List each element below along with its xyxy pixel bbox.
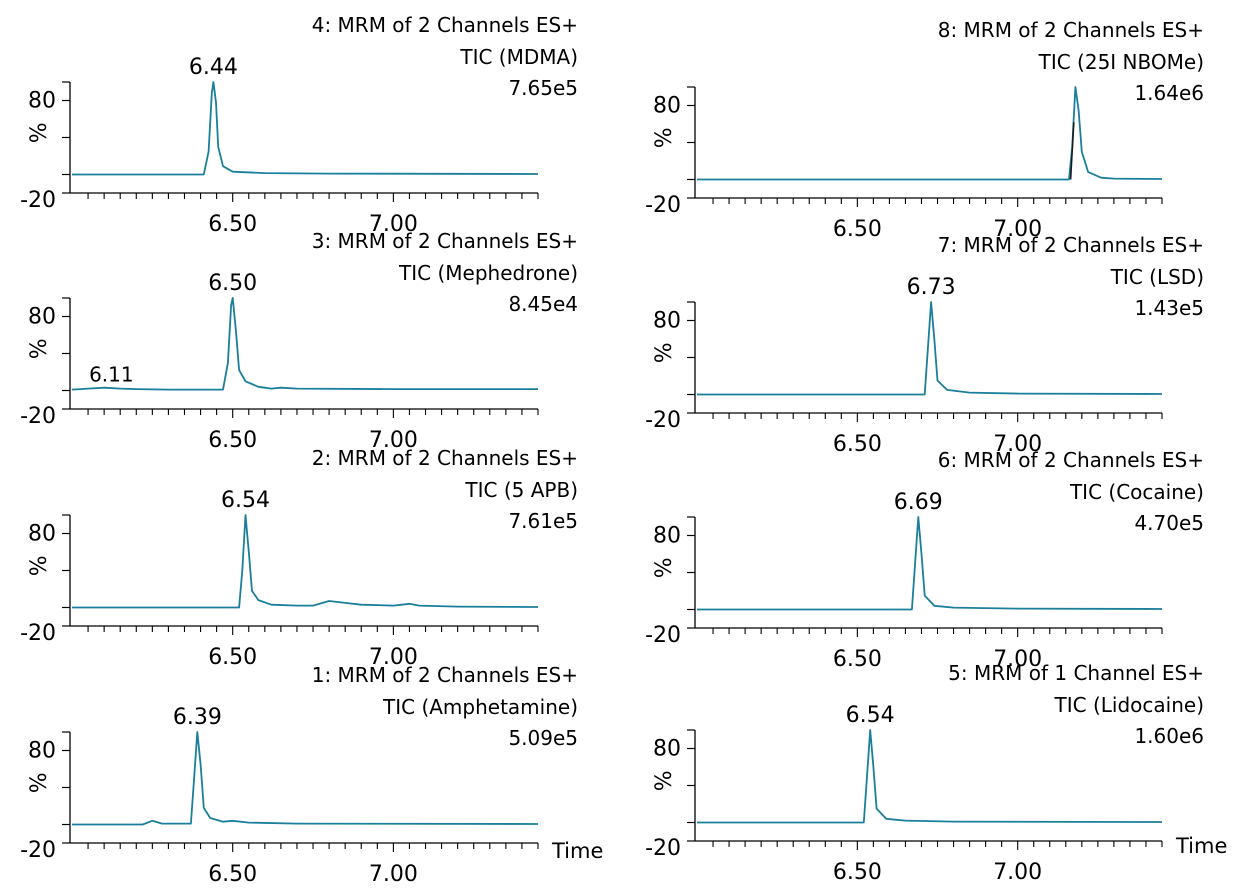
y-tick-label: -20 [20,621,56,646]
x-axis-label-right: Time [1175,834,1227,858]
y-tick-label: -20 [645,408,681,433]
x-tick-label: 6.50 [208,212,257,237]
y-tick-label: -20 [645,836,681,861]
chromatogram-panel: 7: MRM of 2 Channels ES+ TIC (LSD) 1.43e5 8… [645,233,1204,457]
y-tick-label: 80 [28,739,56,764]
y-tick-label: 80 [653,524,681,549]
panel-compound-label: TIC (5 APB) [464,478,578,502]
x-tick-label: 6.50 [208,645,257,670]
panel-channel-title: 3: MRM of 2 Channels ES+ [312,229,578,253]
x-tick-label: 6.50 [208,428,257,453]
y-tick-label: 80 [653,94,681,119]
peak-retention-label: 6.39 [173,705,222,730]
panel-channel-title: 6: MRM of 2 Channels ES+ [938,448,1204,472]
x-tick-label: 7.00 [993,432,1042,457]
chromatogram-panel: 5: MRM of 1 Channel ES+ TIC (Lidocaine) 1.… [645,661,1204,885]
y-tick-label: -20 [645,193,681,218]
y-tick-label: 80 [28,522,56,547]
y-axis-label: % [652,342,677,363]
panel-compound-label: TIC (Cocaine) [1069,480,1204,504]
x-tick-label: 7.00 [993,217,1042,242]
panel-channel-title: 8: MRM of 2 Channels ES+ [938,18,1204,42]
y-tick-label: 80 [28,305,56,330]
chromatogram-trace [72,81,539,176]
peak-retention-label: 6.44 [189,55,238,80]
panel-channel-title: 2: MRM of 2 Channels ES+ [312,446,578,470]
y-axis-label: % [27,338,52,359]
panel-compound-label: TIC (LSD) [1110,265,1204,289]
chromatogram-trace [697,86,1163,181]
panel-channel-title: 1: MRM of 2 Channels ES+ [312,663,578,687]
chromatogram-panel: 6: MRM of 2 Channels ES+ TIC (Cocaine) 4.7… [645,448,1204,672]
y-tick-label: 80 [653,309,681,334]
y-axis-label: % [652,770,677,791]
integration-marker [1069,122,1075,180]
x-tick-label: 7.00 [993,647,1042,672]
chromatogram-trace [697,301,1163,396]
panel-intensity-value: 7.65e5 [508,76,578,100]
chromatogram-panel: 4: MRM of 2 Channels ES+ TIC (MDMA) 7.65e5… [20,13,578,237]
chromatogram-trace [72,731,539,826]
y-axis-label: % [652,127,677,148]
peak-retention-label: 6.50 [208,271,257,296]
chromatogram-panel: 8: MRM of 2 Channels ES+ TIC (25I NBOMe) 1… [645,18,1204,242]
x-tick-label: 7.00 [369,862,418,887]
peak-retention-label: 6.54 [221,488,270,513]
x-tick-label: 6.50 [833,860,882,885]
y-axis-label: % [652,557,677,578]
y-axis-label: % [27,555,52,576]
y-tick-label: 80 [28,89,56,114]
x-tick-label: 6.50 [833,647,882,672]
chromatogram-trace [697,516,1163,611]
panel-intensity-value: 5.09e5 [508,726,578,750]
y-axis-label: % [27,122,52,143]
panel-compound-label: TIC (25I NBOMe) [1038,50,1204,74]
peak-retention-label: 6.73 [907,275,956,300]
panel-intensity-value: 1.64e6 [1134,81,1204,105]
panel-compound-label: TIC (Mephedrone) [398,261,578,285]
x-tick-label: 7.00 [993,860,1042,885]
panel-intensity-value: 1.60e6 [1134,724,1204,748]
y-axis-label: % [27,772,52,793]
x-tick-label: 6.50 [833,432,882,457]
panel-intensity-value: 8.45e4 [508,292,578,316]
panel-intensity-value: 1.43e5 [1134,296,1204,320]
x-tick-label: 7.00 [369,645,418,670]
peak-retention-label: 6.69 [894,490,943,515]
panel-channel-title: 4: MRM of 2 Channels ES+ [312,13,578,37]
chromatogram-panel: 2: MRM of 2 Channels ES+ TIC (5 APB) 7.61e… [20,446,578,670]
x-tick-label: 6.50 [208,862,257,887]
chromatogram-trace [72,514,539,609]
panel-compound-label: TIC (Lidocaine) [1054,693,1204,717]
chromatogram-trace [71,297,538,391]
panel-compound-label: TIC (MDMA) [459,45,578,69]
y-tick-label: -20 [20,838,56,863]
x-tick-label: 6.50 [833,217,882,242]
panel-channel-title: 7: MRM of 2 Channels ES+ [938,233,1204,257]
peak-retention-label: 6.11 [89,363,134,387]
x-axis-label-left: Time [551,839,603,863]
panel-intensity-value: 7.61e5 [508,509,578,533]
y-tick-label: -20 [645,623,681,648]
panel-compound-label: TIC (Amphetamine) [382,695,578,719]
chromatogram-panel: 3: MRM of 2 Channels ES+ TIC (Mephedrone)… [20,229,578,453]
peak-retention-label: 6.54 [846,703,895,728]
chromatogram-trace [697,729,1163,824]
y-tick-label: -20 [20,188,56,213]
panel-intensity-value: 4.70e5 [1134,511,1204,535]
x-tick-label: 7.00 [369,428,418,453]
chromatogram-panel: 1: MRM of 2 Channels ES+ TIC (Amphetamine… [20,663,578,887]
y-tick-label: 80 [653,737,681,762]
panel-channel-title: 5: MRM of 1 Channel ES+ [948,661,1204,685]
x-tick-label: 7.00 [369,212,418,237]
y-tick-label: -20 [20,404,56,429]
